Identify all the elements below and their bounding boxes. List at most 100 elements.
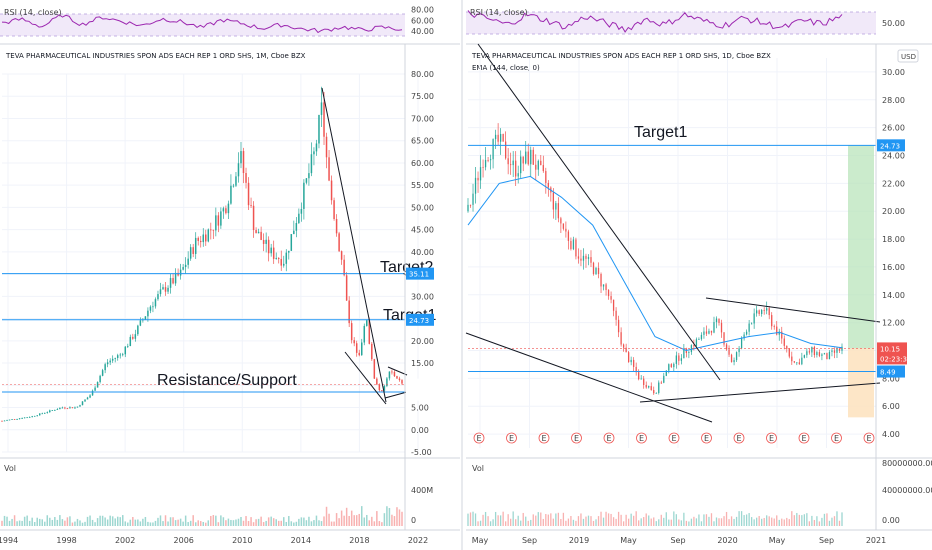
r-candle-body (803, 355, 805, 358)
earnings-marker (538, 432, 550, 444)
right-ema-label: EMA (144, close, 0) (472, 64, 540, 72)
r-candle-body (808, 351, 811, 353)
right-resistance-line[interactable] (705, 297, 881, 323)
left-downtrend-line[interactable] (321, 87, 387, 403)
right-support-line[interactable] (639, 382, 881, 403)
r-candle-body (788, 348, 790, 357)
r-time-tick: Sep (522, 536, 537, 545)
left-wedge-base-line[interactable] (384, 391, 408, 399)
l-volume-bar (232, 520, 235, 526)
r-candle-body (786, 345, 788, 349)
l-volume-bar (189, 520, 192, 526)
r-volume-bar (527, 520, 529, 526)
r-volume-bar (818, 521, 821, 526)
r-volume-bar (675, 514, 677, 526)
l-rsi-tick: 80.00 (411, 5, 434, 14)
r-candle-body (783, 338, 785, 346)
l-volume-bar (104, 517, 106, 526)
r-volume-tick: 40000000.00 (882, 486, 932, 495)
r-candle-body (773, 326, 775, 328)
l-price-tick: 65.00 (411, 137, 434, 146)
l-volume-bar (280, 520, 282, 526)
r-candle-body (520, 156, 522, 174)
right-rsi-line (467, 10, 843, 33)
l-volume-bar (293, 522, 295, 526)
r-volume-bar (695, 518, 698, 526)
r-volume-bar (474, 513, 477, 526)
l-candle-body (71, 407, 74, 409)
l-price-tick: 45.00 (411, 226, 434, 235)
l-volume-bar (325, 506, 328, 526)
r-candle-body (826, 353, 828, 360)
r-candle-body (690, 345, 693, 353)
l-level-tag (406, 313, 434, 326)
l-volume-bar (242, 520, 245, 526)
l-volume-bar (41, 519, 44, 526)
r-candle-body (635, 366, 637, 373)
r-candle-body (542, 165, 544, 172)
r-candle-body (615, 310, 617, 320)
r-volume-bar (610, 513, 612, 526)
r-time-tick: Sep (819, 536, 834, 545)
l-candle-body (1, 420, 3, 422)
right-volume-axis: 80000000.00 40000000.00 0.00 (882, 459, 932, 525)
r-level-tag (877, 365, 905, 378)
r-candle-body (816, 352, 818, 356)
right-time-axis[interactable]: May Sep 2019 May Sep 2020 May Sep 2021 (472, 536, 886, 545)
l-volume-bar (13, 515, 16, 526)
l-candle-body (376, 378, 378, 385)
l-candle-body (144, 316, 147, 320)
left-wedge-lower-line[interactable] (344, 351, 387, 405)
l-volume-bar (225, 520, 227, 526)
l-candle-body (212, 229, 215, 231)
right-price-axis[interactable]: 4.006.008.0010.0012.0014.0016.0018.0020.… (882, 68, 905, 439)
r-volume-bar (831, 517, 833, 526)
l-candle-body (64, 407, 66, 409)
l-candle-body (169, 278, 172, 288)
r-candle-body (763, 310, 765, 311)
r-volume-bar (740, 511, 743, 526)
l-candle-body (177, 272, 179, 276)
l-volume-bar (222, 517, 225, 526)
l-candle-body (111, 358, 114, 361)
right-levels (468, 144, 876, 373)
right-stop-zone[interactable] (848, 348, 874, 418)
l-volume-bar (265, 520, 267, 526)
r-candle-body (828, 351, 831, 360)
l-volume-bar (182, 521, 184, 526)
r-countdown-text: 02:23:33 (880, 355, 911, 363)
r-candle-body (831, 350, 833, 352)
l-volume-bar (340, 510, 343, 526)
l-volume-bar (99, 515, 101, 526)
r-candle-body (607, 289, 610, 297)
earnings-marker-label: E (606, 434, 611, 443)
r-volume-bar (622, 521, 625, 526)
left-rsi-label: RSI (14, close) (4, 8, 62, 17)
right-lower-channel-line[interactable] (465, 332, 713, 423)
l-candle-body (96, 382, 99, 388)
right-rsi-axis: 50.00 (882, 19, 905, 28)
l-volume-bar (116, 516, 119, 526)
l-candle-body (293, 230, 295, 235)
r-volume-bar (735, 516, 738, 526)
r-candle-body (695, 339, 698, 347)
r-candle-body (791, 356, 793, 362)
right-price-grid (468, 58, 877, 448)
earnings-marker (473, 432, 485, 444)
right-target-zone[interactable] (848, 145, 874, 349)
left-time-axis[interactable]: 1994 1998 2002 2006 2010 2014 2018 2022 (0, 536, 428, 545)
l-volume-bar (202, 521, 205, 526)
earnings-marker-label: E (541, 434, 546, 443)
currency-badge[interactable] (897, 49, 919, 63)
l-candle-body (373, 359, 376, 379)
l-volume-bar (137, 519, 139, 526)
left-wedge-upper-line[interactable] (387, 366, 408, 376)
l-candle-body (235, 176, 237, 186)
l-level-tag (406, 267, 434, 280)
right-downtrend-line[interactable] (477, 43, 721, 381)
l-last-price-text: 10.15 (409, 382, 429, 390)
l-candle-body (358, 352, 360, 356)
r-candle-body (499, 133, 502, 142)
